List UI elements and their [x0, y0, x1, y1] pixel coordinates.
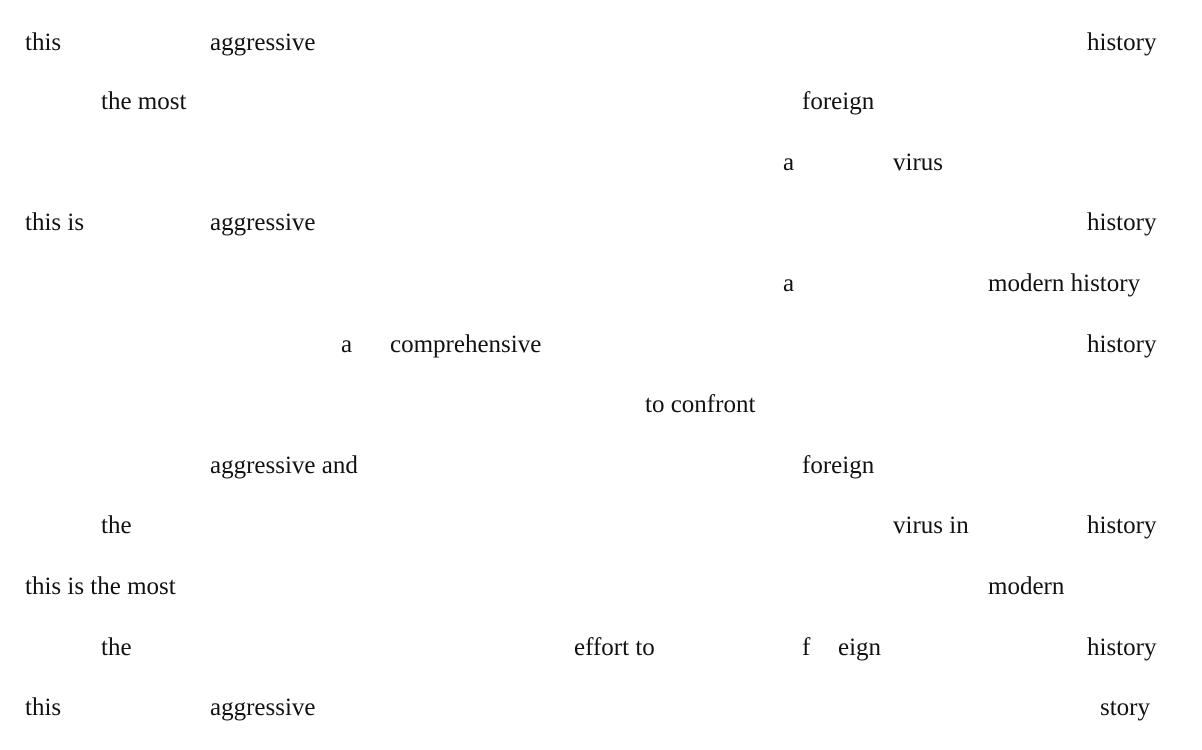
word: aggressive and: [210, 452, 358, 479]
word: foreign: [802, 452, 875, 479]
word: virus in: [893, 512, 969, 539]
word: the: [101, 512, 132, 539]
word: this is: [25, 209, 85, 236]
word: story: [1100, 694, 1150, 721]
word: virus: [893, 149, 943, 176]
word: history: [1087, 512, 1157, 539]
word: eign: [838, 634, 882, 661]
word: history: [1087, 29, 1157, 56]
word: this: [25, 694, 62, 721]
word: to confront: [645, 391, 756, 418]
word: a: [783, 149, 795, 176]
word: a: [783, 270, 795, 297]
word: history: [1087, 331, 1157, 358]
word: modern history: [988, 270, 1141, 297]
word: modern: [988, 573, 1065, 600]
word: effort to: [574, 634, 655, 661]
word: a: [341, 331, 353, 358]
word: the: [101, 634, 132, 661]
word: f: [802, 634, 811, 661]
word: history: [1087, 209, 1157, 236]
word: this: [25, 29, 62, 56]
word: aggressive: [210, 29, 316, 56]
word: aggressive: [210, 209, 316, 236]
word: this is the most: [25, 573, 176, 600]
word: history: [1087, 634, 1157, 661]
word: foreign: [802, 88, 875, 115]
word: aggressive: [210, 694, 316, 721]
word: the most: [101, 88, 187, 115]
word: comprehensive: [390, 331, 542, 358]
